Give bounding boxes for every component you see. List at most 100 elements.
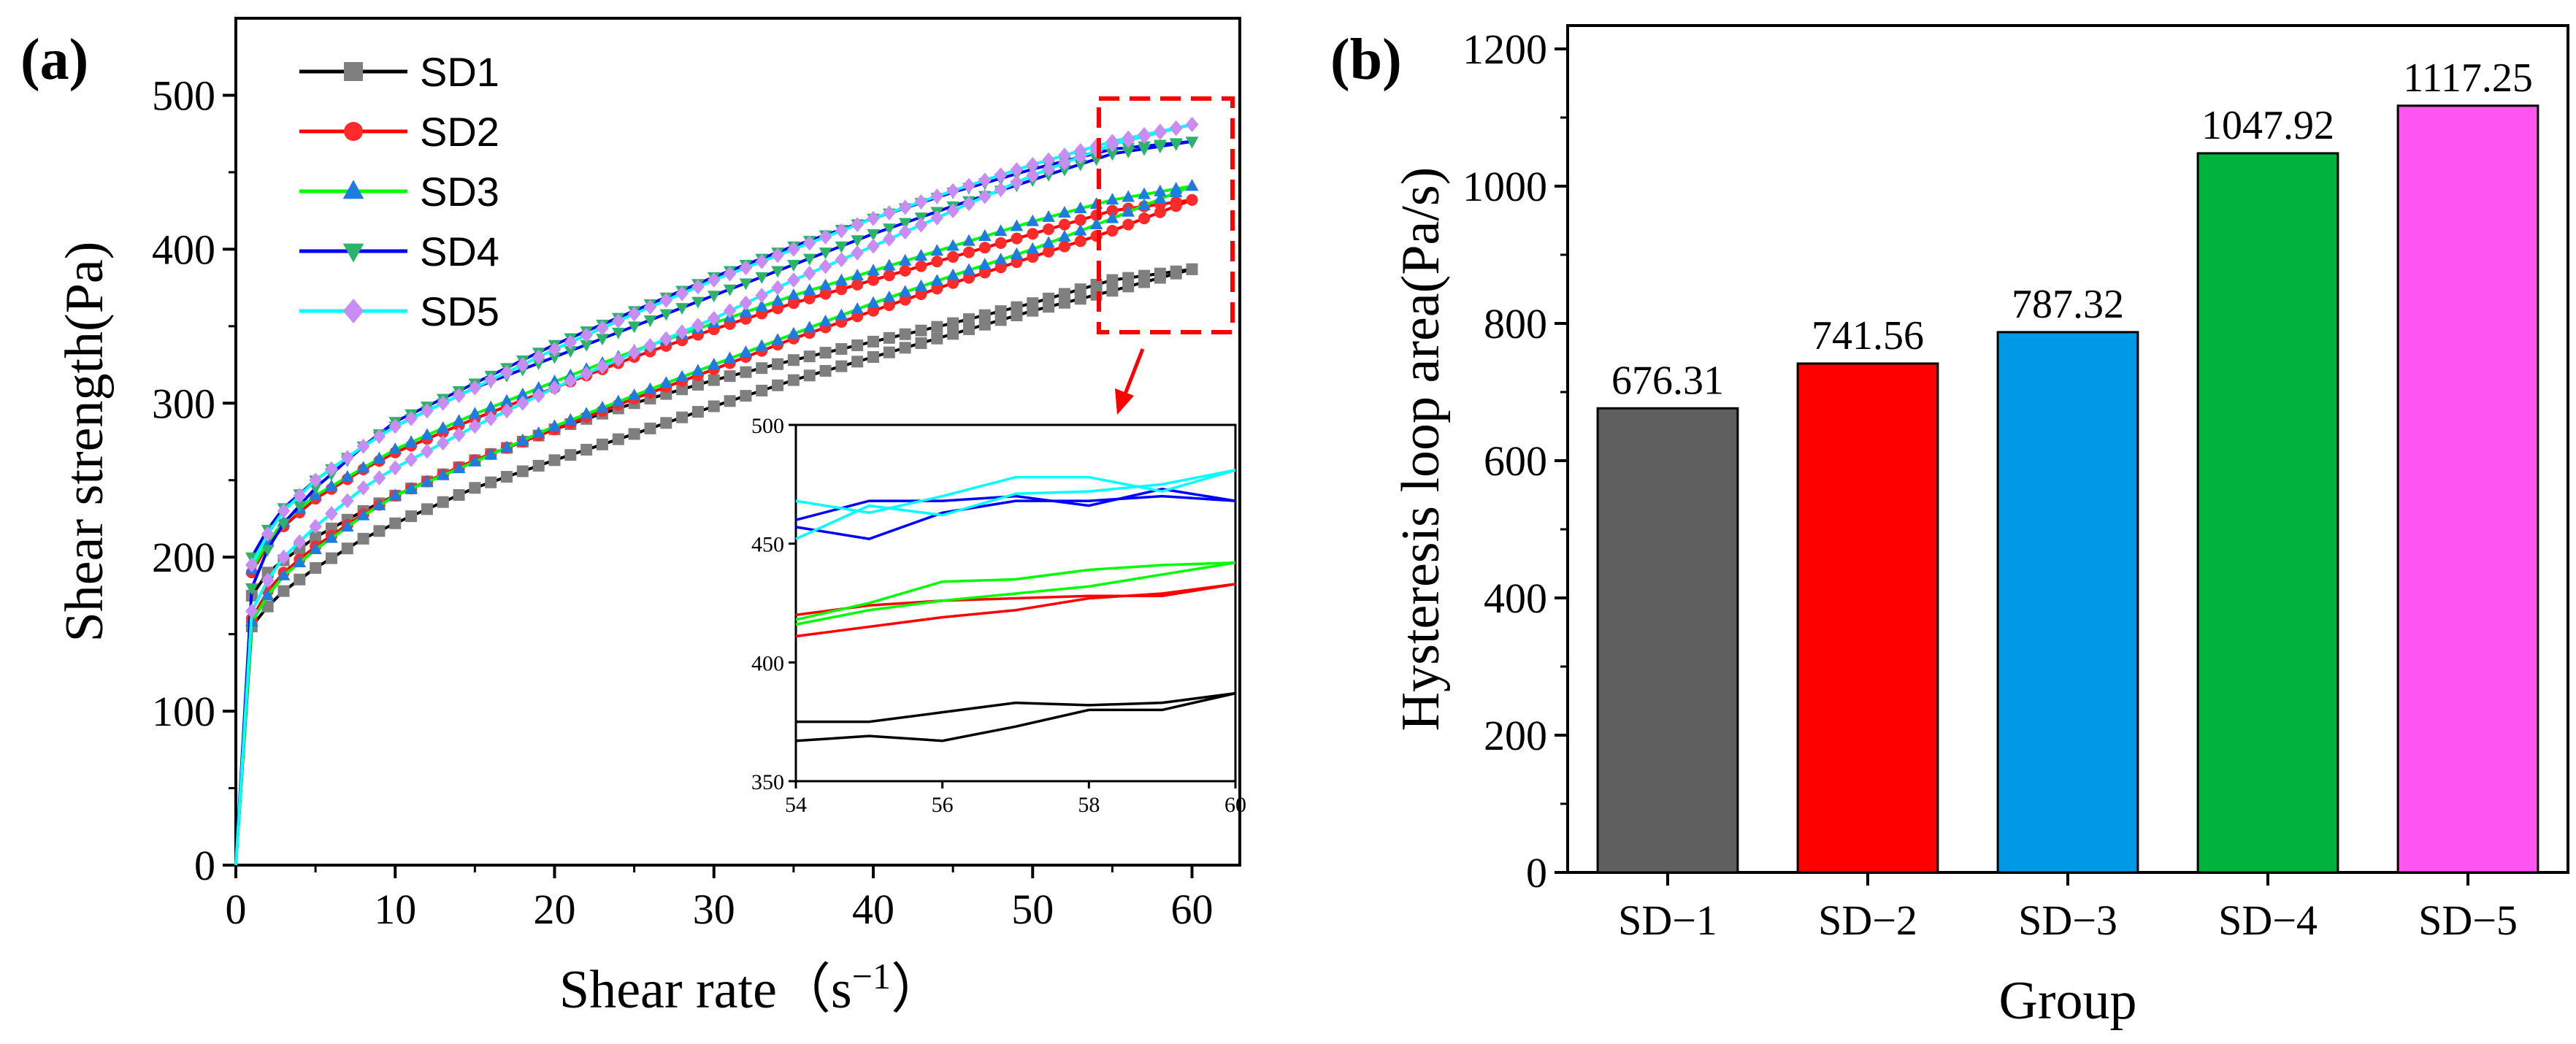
sd4-point [627, 321, 641, 334]
panel-a-frame [234, 17, 1241, 867]
inset-sd4-up-line [795, 488, 1236, 521]
sd3-point [1042, 210, 1055, 222]
sd3-point [325, 479, 338, 491]
panel-a: (a) 0 10 20 30 40 50 60 0 100 200 300 400 500 Shear … [20, 17, 1246, 1020]
bar-2 [1796, 362, 1939, 874]
sd3-point [739, 345, 753, 358]
sd2-point [1027, 228, 1039, 240]
sd5-point [914, 194, 928, 210]
sd3-point [388, 488, 402, 501]
sd5-point [643, 337, 657, 353]
sd5-point [261, 572, 275, 588]
sd2-point [1074, 235, 1086, 247]
sd4-point [564, 346, 578, 358]
sd3-point [1138, 187, 1151, 199]
sd5-point [835, 252, 848, 268]
sd3-point [898, 253, 912, 266]
sd5-point [1058, 155, 1071, 171]
sd5-point [325, 461, 338, 477]
sd4-point [675, 303, 689, 315]
sd5-point [739, 295, 753, 311]
sd3-point [914, 279, 928, 291]
sd2-point [1138, 212, 1151, 225]
sd5-point [1010, 174, 1024, 191]
sd1-point [628, 428, 640, 440]
sd3-point [1010, 247, 1024, 259]
sd3-point [962, 234, 975, 246]
sd2-point [947, 250, 959, 263]
panel-b-category-label: SD−5 [2418, 897, 2518, 944]
sd2-point [803, 292, 816, 304]
sd2-point [1106, 204, 1119, 217]
sd5-point [723, 303, 737, 319]
sd5-point [340, 450, 354, 466]
bar-5 [2396, 104, 2539, 874]
sd5-point [1154, 123, 1167, 139]
sd4-point [802, 253, 816, 266]
sd1-point [803, 350, 816, 363]
sd3-point [468, 407, 482, 419]
sd2-point [1011, 232, 1023, 245]
sd5-point [356, 480, 370, 496]
sd3-point [771, 333, 784, 345]
sd3-point [1185, 179, 1199, 191]
sd5-point [787, 241, 800, 257]
sd5-point [994, 182, 1008, 197]
sd2-point [931, 256, 943, 268]
bar-value-label: 676.31 [1611, 358, 1724, 403]
sd4-point [245, 583, 258, 595]
sd3-point [643, 382, 657, 394]
sd3-point [580, 407, 593, 419]
sd5-point [612, 351, 625, 367]
panel-b-ytick-label: 400 [1484, 575, 1547, 622]
sd5-point [325, 506, 338, 521]
panel-b-ytick-label: 800 [1484, 300, 1547, 348]
sd3-point [1010, 219, 1024, 231]
sd5-point [802, 265, 816, 281]
sd1-point [405, 510, 418, 523]
sd3-point [436, 468, 450, 480]
sd5-point [691, 318, 705, 333]
sd1-point [787, 354, 800, 366]
sd5-point [1122, 130, 1135, 146]
sd1-point [564, 449, 577, 461]
panel-a-xtick-label: 20 [534, 886, 576, 933]
sd5-point [293, 488, 307, 504]
sd3-point [946, 239, 959, 251]
sd1-point [691, 406, 704, 418]
inset: 54 56 58 60 350 400 450 500 [751, 414, 1246, 817]
sd5-point [930, 210, 944, 226]
sd5-point [500, 364, 513, 380]
sd1-point [1138, 269, 1151, 282]
sd1-point [883, 331, 895, 344]
sd5-point [1026, 156, 1040, 172]
sd3-point [1073, 201, 1087, 214]
panel-b-ytick-label: 1200 [1463, 26, 1547, 73]
sd3-point [261, 588, 275, 601]
sd1-point [676, 411, 689, 423]
inset-series [795, 469, 1236, 742]
legend-marker-sd3 [342, 180, 364, 199]
legend-label-sd2: SD2 [420, 109, 499, 155]
sd5-point [245, 603, 258, 619]
sd3-point [707, 357, 721, 369]
panel-a-ytick-label: 200 [152, 534, 215, 581]
sd4-point [1058, 164, 1071, 177]
sd4-point [643, 315, 657, 327]
sd5-point [898, 199, 912, 215]
sd1-point [947, 328, 959, 340]
panel-a-ytick-label: 400 [152, 226, 215, 273]
sd3-point [548, 419, 561, 431]
sd4-point [596, 334, 609, 346]
panel-a-xtick-label: 40 [852, 886, 894, 933]
sd4-point [755, 272, 769, 284]
sd3-point [883, 258, 896, 271]
sd3-point [867, 296, 880, 308]
sd3-point [612, 394, 625, 407]
sd3-point [340, 469, 354, 482]
sd5-point [261, 526, 275, 542]
series-sd5 [234, 117, 1199, 866]
panel-a-label: (a) [20, 28, 88, 92]
sd1-point [516, 465, 529, 477]
bar-3 [1996, 331, 2139, 874]
